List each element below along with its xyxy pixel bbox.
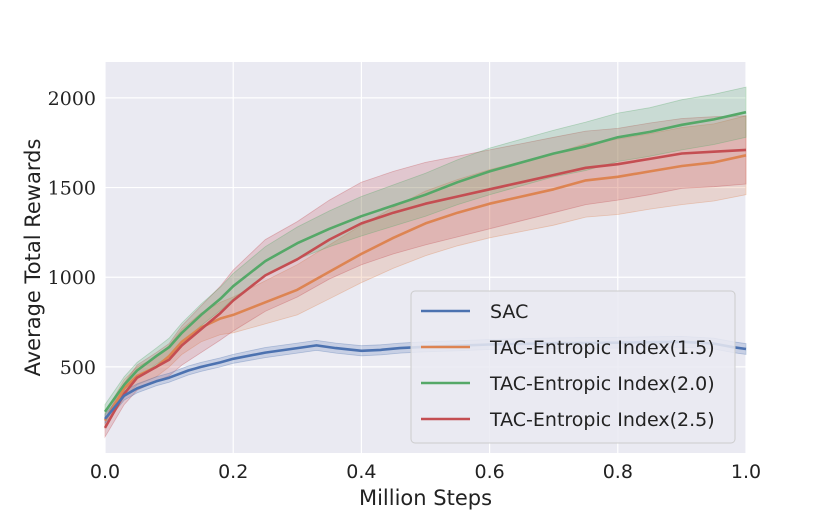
series-lines bbox=[103, 110, 747, 429]
y-axis-label: Average Total Rewards bbox=[21, 139, 45, 377]
y-tick-label: 1500 bbox=[48, 178, 96, 200]
series-line-1 bbox=[103, 154, 747, 422]
x-tick-label: 0.4 bbox=[346, 461, 376, 483]
x-tick-label: 0.2 bbox=[218, 461, 248, 483]
x-tick-label: 0.8 bbox=[603, 461, 633, 483]
series-line-2 bbox=[103, 110, 747, 413]
x-tick-label: 0.0 bbox=[90, 461, 120, 483]
y-tick-label: 1000 bbox=[48, 267, 96, 289]
legend-box bbox=[410, 290, 736, 444]
legend-label: TAC-Entropic Index(2.5) bbox=[489, 409, 715, 431]
y-axis-ticks: 500 1000 1500 2000 bbox=[48, 88, 96, 379]
series-line-3 bbox=[103, 148, 747, 429]
y-tick-label: 500 bbox=[60, 357, 96, 379]
x-axis-label: Million Steps bbox=[359, 486, 492, 510]
legend-label: SAC bbox=[490, 301, 528, 323]
legend-label: TAC-Entropic Index(2.0) bbox=[489, 373, 715, 395]
legend-label: TAC-Entropic Index(1.5) bbox=[489, 337, 715, 359]
legend: SAC TAC-Entropic Index(1.5) TAC-Entropic I… bbox=[410, 290, 736, 444]
x-tick-label: 0.6 bbox=[474, 461, 504, 483]
x-axis-ticks: 0.0 0.2 0.4 0.6 0.8 1.0 bbox=[90, 461, 761, 483]
y-tick-label: 2000 bbox=[48, 88, 96, 110]
band-3 bbox=[104, 115, 747, 439]
x-tick-label: 1.0 bbox=[731, 461, 761, 483]
band-2 bbox=[104, 86, 747, 421]
